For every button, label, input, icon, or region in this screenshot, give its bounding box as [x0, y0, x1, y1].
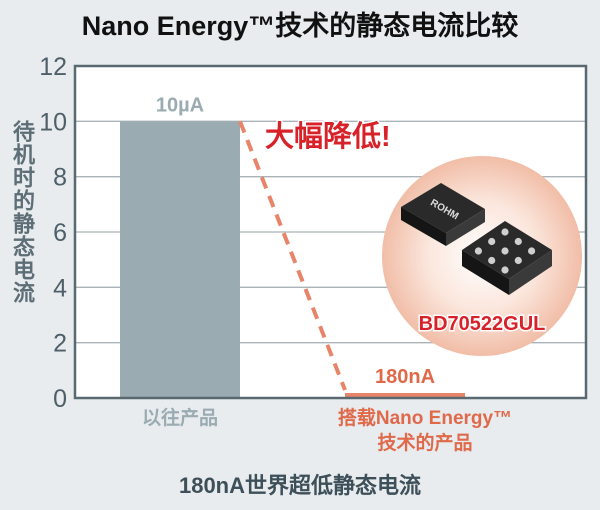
x-tick-label: 以往产品 [142, 406, 218, 429]
solder-ball [501, 247, 509, 255]
chart-title: Nano Energy™技术的静态电流比较 [81, 11, 519, 41]
solder-ball [488, 237, 496, 246]
bar-1 [120, 121, 240, 398]
solder-ball [501, 228, 509, 236]
bar-2 [345, 393, 465, 398]
y-tick-label: 6 [53, 219, 67, 247]
solder-ball [514, 237, 522, 246]
chip-side [401, 207, 446, 246]
solder-ball [514, 256, 522, 265]
chip-side [509, 250, 552, 295]
solder-ball [528, 247, 536, 255]
y-tick-label: 4 [53, 274, 67, 302]
y-tick-label: 10 [39, 108, 67, 136]
chip-side [462, 250, 509, 295]
x-tick-label: 搭载Nano Energy™ [338, 406, 512, 429]
callout-text: 大幅降低! [265, 120, 391, 153]
axis-frame [73, 64, 588, 400]
solder-ball [501, 266, 509, 274]
chip-top-icon [401, 183, 485, 233]
footer-caption: 180nA世界超低静态电流 [178, 473, 422, 498]
y-axis-label: 待机时的静态电流 [10, 120, 35, 304]
solder-ball [488, 256, 496, 265]
data-label: 180nA [375, 366, 435, 388]
decline-dashed-line [238, 120, 347, 391]
solder-ball [474, 247, 482, 255]
data-label: 10µA [156, 94, 204, 116]
product-label: BD70522GUL [419, 313, 546, 335]
y-tick-label: 8 [53, 164, 67, 192]
chip-side [446, 209, 485, 246]
x-tick-label: 技术的产品 [377, 431, 472, 454]
y-tick-label: 2 [53, 330, 67, 358]
y-tick-label: 0 [53, 385, 67, 413]
y-tick-label: 12 [39, 53, 67, 81]
